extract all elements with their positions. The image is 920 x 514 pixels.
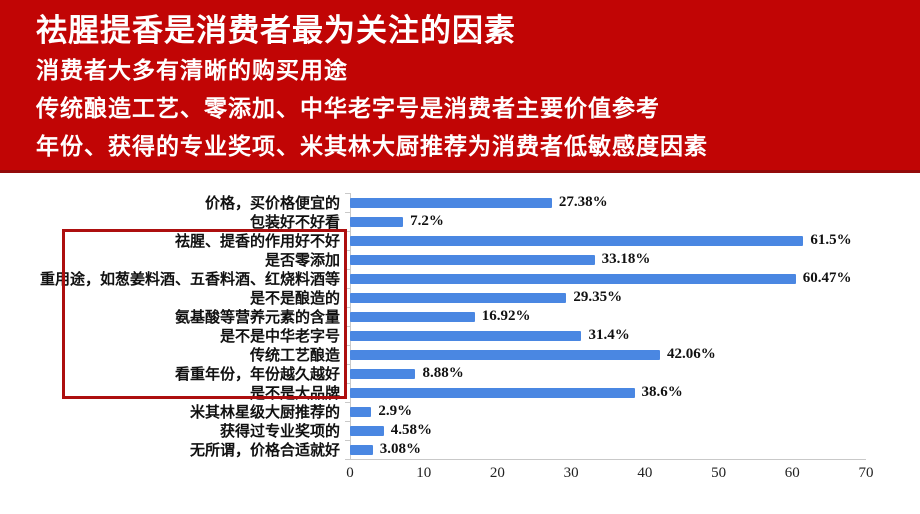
value-label: 29.35% — [573, 289, 623, 305]
bar — [350, 216, 404, 227]
category-label: 获得过专业奖项的 — [219, 424, 340, 440]
bar — [350, 273, 796, 284]
y-tick-mark — [345, 307, 351, 308]
y-tick-mark — [345, 345, 351, 346]
category-label: 重用途，如葱姜料酒、五香料酒、红烧料酒等 — [39, 272, 340, 288]
chart-row: 包装好不好看 7.2% — [0, 212, 920, 231]
value-label: 33.18% — [601, 251, 651, 267]
bar — [350, 387, 635, 398]
x-tick-label: 20 — [489, 465, 505, 481]
chart-row: 看重年份，年份越久越好 8.88% — [0, 364, 920, 383]
value-label: 3.08% — [379, 441, 421, 457]
category-label: 祛腥、提香的作用好不好 — [174, 234, 340, 250]
chart-row: 传统工艺酿造 42.06% — [0, 345, 920, 364]
x-tick-label: 10 — [416, 465, 432, 481]
value-label: 4.58% — [390, 422, 432, 438]
category-label: 是不是中华老字号 — [219, 329, 340, 345]
bar — [350, 254, 595, 265]
category-label: 看重年份，年份越久越好 — [174, 367, 340, 383]
bar-chart: 价格，买价格便宜的 27.38% 包装好不好看 7.2% 祛腥、提香的作用好不好 61.5… — [0, 173, 920, 514]
bar — [350, 444, 373, 455]
slide-subtitle-1: 消费者大多有清晰的购买用途 — [36, 57, 348, 83]
category-label: 氨基酸等营养元素的含量 — [174, 310, 340, 326]
y-tick-mark — [345, 326, 351, 327]
chart-row: 米其林星级大厨推荐的 2.9% — [0, 402, 920, 421]
value-label: 7.2% — [410, 213, 444, 229]
x-tick-label: 40 — [637, 465, 653, 481]
slide-subtitle-2: 传统酿造工艺、零添加、中华老字号是消费者主要价值参考 — [36, 95, 660, 121]
chart-row: 氨基酸等营养元素的含量 16.92% — [0, 307, 920, 326]
chart-rows: 价格，买价格便宜的 27.38% 包装好不好看 7.2% 祛腥、提香的作用好不好 61.5… — [0, 193, 920, 459]
value-label: 38.6% — [641, 384, 683, 400]
x-axis-line — [350, 459, 866, 460]
category-label: 包装好不好看 — [249, 215, 340, 231]
value-label: 16.92% — [481, 308, 531, 324]
category-label: 是否零添加 — [264, 253, 340, 269]
highlight-box — [62, 229, 347, 399]
value-label: 27.38% — [558, 194, 608, 210]
x-tick-label: 70 — [858, 465, 874, 481]
chart-row: 重用途，如葱姜料酒、五香料酒、红烧料酒等 60.47% — [0, 269, 920, 288]
value-label: 2.9% — [378, 403, 413, 419]
bar — [350, 197, 552, 208]
y-tick-mark — [345, 440, 351, 441]
y-tick-mark — [345, 402, 351, 403]
x-tick-label: 0 — [346, 465, 354, 481]
bar — [350, 368, 416, 379]
value-label: 61.5% — [810, 232, 852, 248]
bar — [350, 292, 567, 303]
bar — [350, 349, 661, 360]
y-tick-mark — [345, 421, 351, 422]
bar — [350, 330, 582, 341]
value-label: 42.06% — [667, 346, 716, 362]
category-label: 传统工艺酿造 — [249, 348, 340, 364]
slide-subtitle-3: 年份、获得的专业奖项、米其林大厨推荐为消费者低敏感度因素 — [36, 133, 708, 159]
category-label: 是不是酿造的 — [249, 291, 340, 307]
bar — [350, 425, 384, 436]
y-tick-mark — [345, 193, 351, 194]
x-tick-label: 60 — [784, 465, 800, 481]
category-label: 价格，买价格便宜的 — [204, 196, 340, 212]
bar — [350, 311, 475, 322]
y-tick-mark — [345, 212, 351, 213]
y-tick-mark — [345, 383, 351, 384]
y-tick-mark — [345, 269, 351, 270]
category-label: 米其林星级大厨推荐的 — [189, 405, 340, 421]
chart-row: 是不是中华老字号 31.4% — [0, 326, 920, 345]
y-tick-mark — [345, 288, 351, 289]
x-tick-label: 30 — [563, 465, 579, 481]
chart-row: 是不是酿造的 29.35% — [0, 288, 920, 307]
bar — [350, 406, 372, 417]
value-label: 60.47% — [802, 270, 852, 286]
chart-row: 价格，买价格便宜的 27.38% — [0, 193, 920, 212]
y-tick-mark — [345, 231, 351, 232]
header-banner: 祛腥提香是消费者最为关注的因素 消费者大多有清晰的购买用途 传统酿造工艺、零添加… — [0, 0, 920, 173]
chart-row: 获得过专业奖项的 4.58% — [0, 421, 920, 440]
value-label: 31.4% — [588, 327, 630, 343]
x-tick-label: 50 — [711, 465, 727, 481]
chart-row: 无所谓，价格合适就好 3.08% — [0, 440, 920, 459]
chart-row: 是否零添加 33.18% — [0, 250, 920, 269]
y-tick-mark — [345, 364, 351, 365]
y-tick-mark — [345, 459, 351, 460]
y-tick-mark — [345, 250, 351, 251]
bar — [350, 235, 804, 246]
slide-title: 祛腥提香是消费者最为关注的因素 — [36, 13, 516, 48]
chart-row: 祛腥、提香的作用好不好 61.5% — [0, 231, 920, 250]
category-label: 无所谓，价格合适就好 — [189, 443, 340, 459]
value-label: 8.88% — [422, 365, 464, 381]
